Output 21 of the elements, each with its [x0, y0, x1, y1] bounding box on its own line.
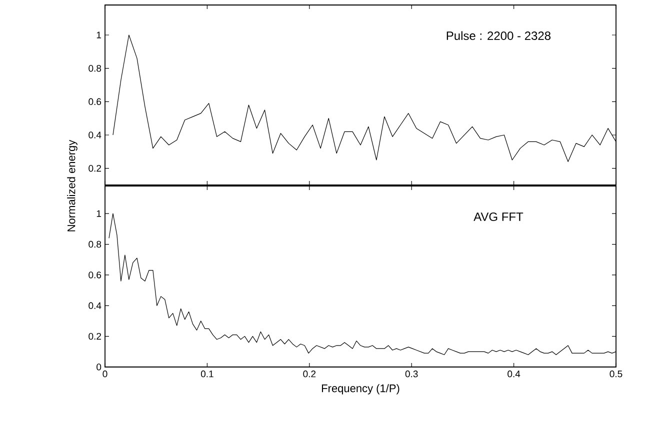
y-tick-label: 1: [96, 32, 101, 38]
x-tick-label: 0.5: [610, 370, 622, 378]
y-tick-label: 1: [96, 210, 101, 217]
x-tick-label: 0: [102, 370, 108, 378]
annotation: Pulse : 2200 - 2328: [446, 31, 551, 40]
y-tick-label: 0.6: [88, 98, 102, 106]
y-tick-label: 0.8: [88, 240, 102, 248]
annotation: AVG FFT: [474, 212, 524, 222]
y-tick-label: 0.8: [88, 64, 102, 72]
y-tick-label: 0.2: [88, 164, 101, 172]
y-tick-label: 0.4: [88, 132, 102, 138]
y-tick-label: 0.2: [88, 332, 101, 340]
x-axis-title: Frequency (1/P): [322, 384, 400, 394]
x-tick-label: 0.4: [508, 370, 520, 378]
y-tick-label: 0.6: [88, 272, 102, 278]
y-tick-label: 0.4: [88, 302, 102, 310]
x-tick-label: 0.3: [405, 370, 418, 378]
x-tick-label: 0.1: [200, 370, 214, 378]
y-tick-label: 0: [96, 364, 102, 370]
y-axis-title: Normalized energy: [67, 140, 78, 232]
x-tick-label: 0.2: [303, 370, 316, 378]
